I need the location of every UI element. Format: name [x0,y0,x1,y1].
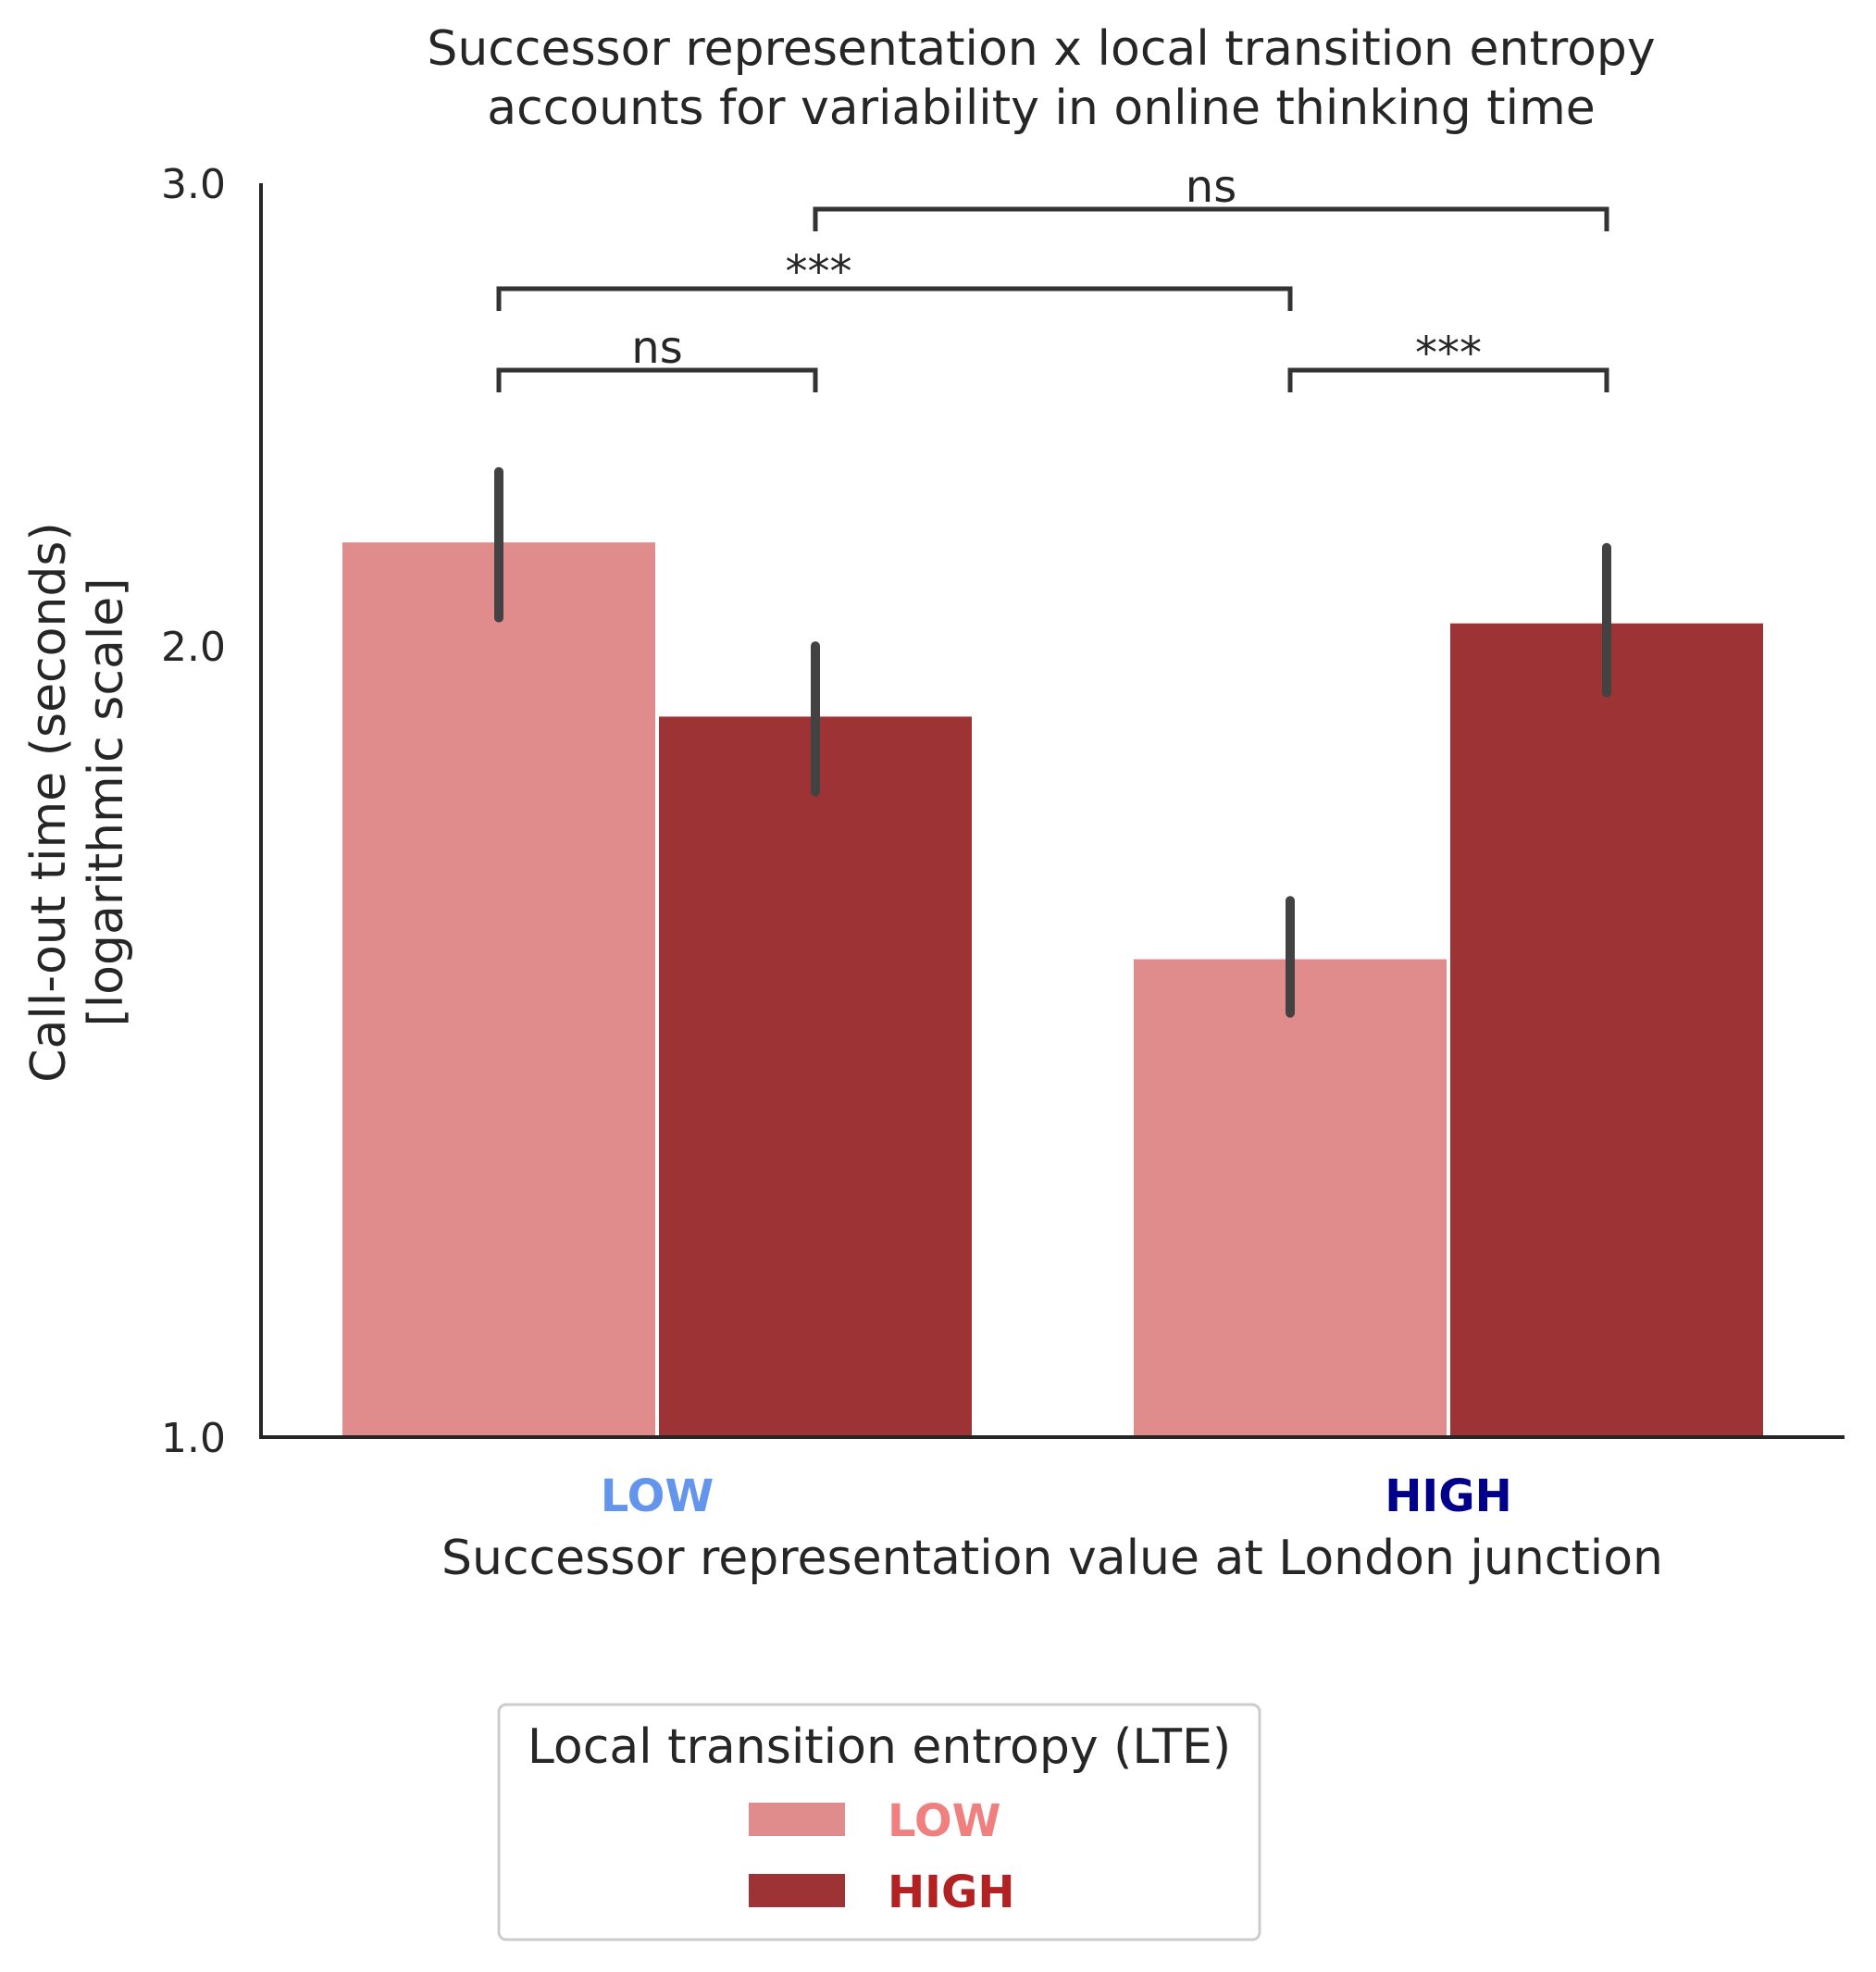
significance-label: *** [1415,328,1482,379]
chart-title-line-2: accounts for variability in online think… [487,81,1596,136]
y-tick-label: 2.0 [161,624,226,671]
significance-brackets: ns *** *** ns [496,161,1609,392]
bar-low-high [659,716,972,1437]
legend-swatch-low [749,1803,845,1836]
error-bars [494,466,1611,1018]
legend-label-high: HIGH [888,1867,1015,1918]
bar-high-low [1134,959,1447,1437]
legend-title: Local transition entropy (LTE) [528,1719,1231,1775]
legend-frame [497,1703,1261,1941]
x-axis-label: Successor representation value at London… [441,1531,1663,1586]
legend-swatch-high [749,1874,845,1907]
legend-items: LOW HIGH [749,1795,1015,1918]
significance-label: *** [786,246,852,298]
significance-bracket [813,206,1609,231]
x-category-labels: LOW HIGH [601,1470,1512,1522]
y-axis-label: Call-out time (seconds) [logarithmic sca… [21,522,134,1083]
significance-label: ns [631,322,682,374]
y-tick-label: 3.0 [161,161,226,208]
axes [259,183,1845,1439]
significance-bracket [496,367,818,392]
chart-title-line-1: Successor representation x local transit… [427,21,1655,77]
x-category-label: HIGH [1385,1470,1512,1522]
x-category-label: LOW [601,1470,714,1522]
bar-low-low [342,542,655,1437]
significance-bracket [496,286,1293,311]
legend-label-low: LOW [888,1795,1001,1847]
y-tick-label: 1.0 [161,1415,226,1462]
y-axis-label-line-2: [logarithmic scale] [79,577,134,1026]
significance-label: ns [1186,161,1236,213]
bars [342,542,1763,1437]
y-axis-label-line-1: Call-out time (seconds) [21,522,77,1083]
legend: Local transition entropy (LTE) LOW HIGH [497,1703,1261,1941]
y-tick-labels: 1.0 2.0 3.0 [161,161,226,1462]
significance-bracket [1287,367,1609,392]
bar-high-high [1450,623,1763,1437]
chart-title: Successor representation x local transit… [427,21,1655,136]
